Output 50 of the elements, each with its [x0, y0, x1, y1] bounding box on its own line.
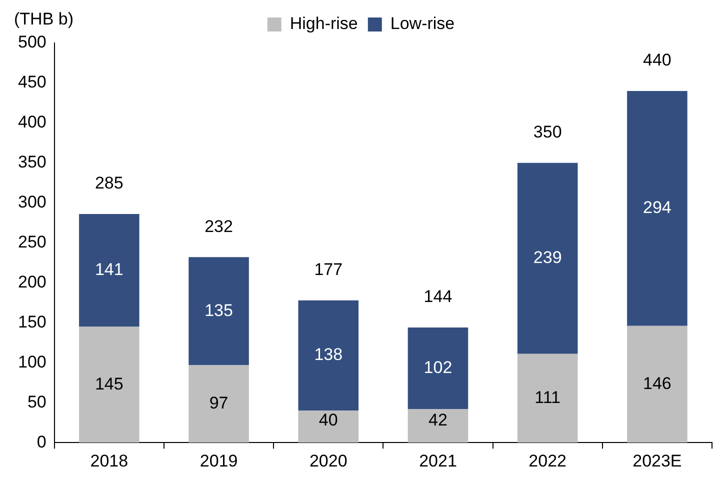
y-tick-label: 200	[18, 272, 46, 292]
x-tick-label: 2018	[90, 451, 128, 470]
data-label: 135	[204, 300, 233, 320]
legend-label: Low-rise	[390, 14, 455, 34]
data-label: 145	[94, 374, 124, 394]
bar	[79, 214, 140, 327]
bar	[188, 365, 249, 443]
x-tick-label: 2020	[309, 451, 348, 470]
y-tick-label: 300	[18, 192, 46, 212]
y-tick-label: 500	[18, 32, 46, 52]
data-label: 111	[534, 388, 561, 407]
y-tick-label: 450	[18, 72, 46, 92]
bar	[188, 257, 249, 366]
bar	[298, 410, 359, 443]
data-label: 42	[428, 410, 448, 430]
y-tick-label: 0	[36, 432, 46, 452]
total-label: 350	[533, 122, 562, 142]
bar	[517, 162, 578, 354]
x-tick-label: 2022	[528, 451, 567, 470]
total-label: 285	[94, 174, 124, 193]
bar	[627, 90, 688, 326]
y-axis-title: (THB b)	[14, 10, 74, 29]
y-tick-label: 100	[18, 352, 46, 372]
y-tick-label: 350	[18, 152, 46, 172]
x-tick-label: 2023E	[632, 451, 682, 470]
total-label: 177	[314, 260, 343, 280]
legend-label: High-rise	[290, 14, 358, 34]
y-tick-label: 250	[18, 232, 46, 252]
x-tick-label: 2019	[200, 451, 238, 470]
total-label: 440	[643, 50, 672, 70]
data-label: 138	[314, 345, 343, 364]
bar	[517, 354, 578, 443]
x-tick-label: 2021	[419, 451, 457, 470]
data-label: 239	[533, 248, 562, 268]
data-label: 40	[318, 410, 338, 430]
bar	[408, 328, 468, 410]
bar	[408, 409, 468, 443]
data-label: 141	[94, 260, 124, 280]
data-label: 294	[643, 198, 672, 218]
total-label: 144	[424, 287, 452, 306]
y-tick-label: 400	[18, 112, 46, 132]
data-label: 97	[209, 394, 228, 413]
total-label: 232	[204, 216, 233, 236]
y-tick-label: 50	[27, 392, 46, 412]
y-tick-label: 150	[18, 312, 46, 332]
bar	[79, 326, 140, 443]
bar	[298, 300, 359, 411]
data-label: 146	[643, 374, 672, 393]
bar	[627, 326, 688, 443]
data-label: 102	[424, 358, 452, 377]
